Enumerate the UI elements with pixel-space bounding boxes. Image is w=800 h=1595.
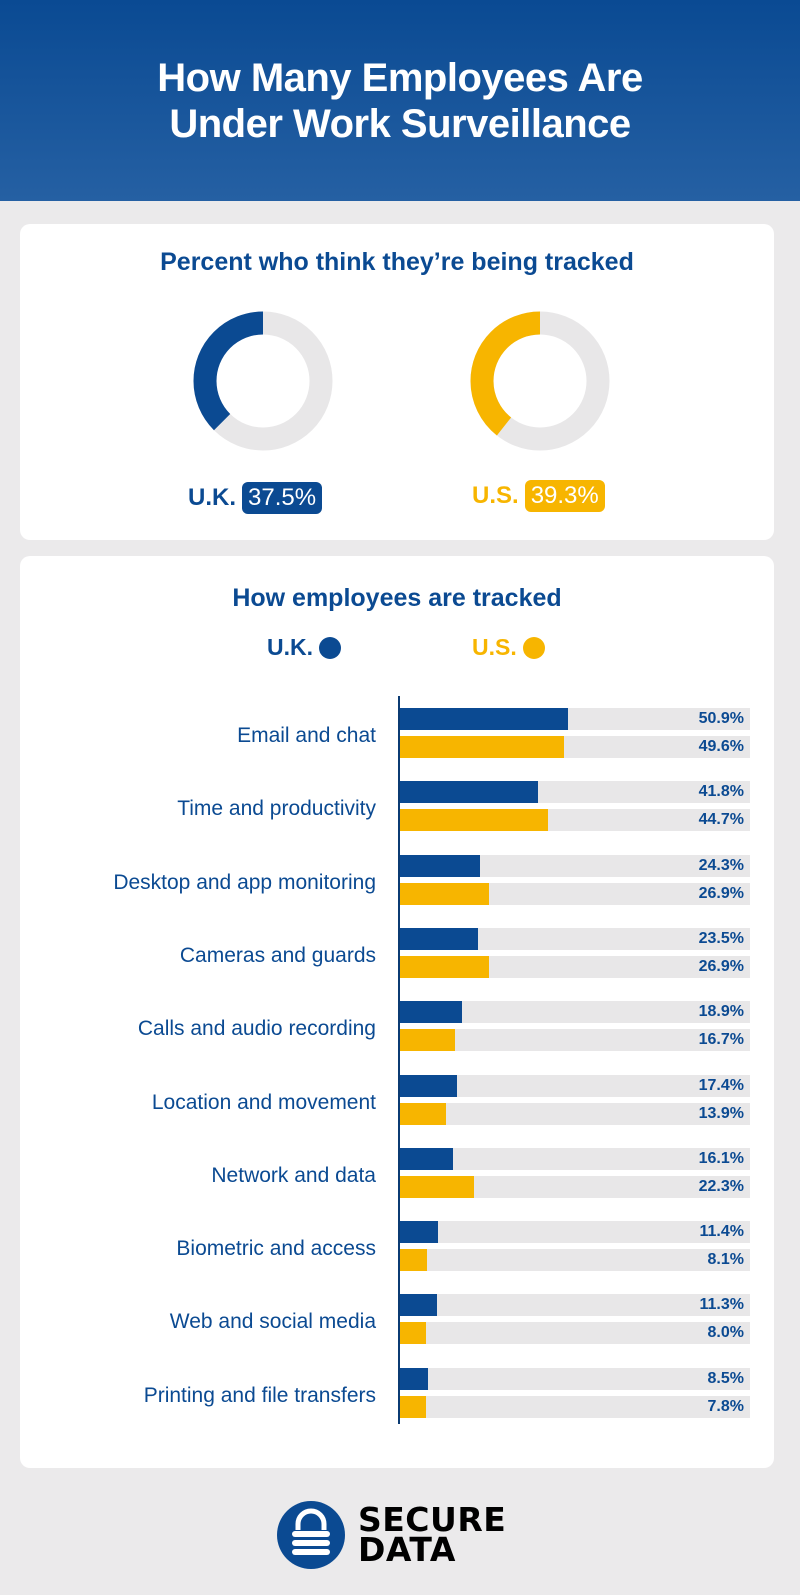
bar-value-label: 11.4% — [699, 1223, 744, 1241]
bar-value-label: 7.8% — [707, 1397, 744, 1415]
bar-value-label: 41.8% — [698, 783, 744, 801]
bar-value-label: 24.3% — [698, 856, 744, 874]
donut-slice — [470, 311, 610, 451]
bar-track: 22.3% — [400, 1175, 750, 1198]
uk-bar — [400, 1001, 463, 1024]
uk-percent-badge: 37.5% — [242, 482, 323, 514]
logo-wordmark: SECURE DATA — [358, 1500, 507, 1569]
uk-country: U.K. — [188, 484, 236, 511]
page-title: How Many Employees Are Under Work Survei… — [157, 55, 643, 146]
bar-track: 8.1% — [400, 1249, 750, 1272]
bar-track: 41.8% — [400, 781, 750, 804]
bar-value-label: 22.3% — [698, 1177, 744, 1195]
category-label: Time and productivity — [177, 797, 376, 821]
bar-track: 13.9% — [400, 1102, 750, 1125]
bar-value-label: 17.4% — [698, 1076, 744, 1094]
uk-bar — [400, 781, 538, 804]
bar-track: 8.5% — [400, 1367, 750, 1390]
uk-bar — [400, 1074, 458, 1097]
bar-value-label: 8.1% — [707, 1251, 744, 1269]
bar-value-label: 44.7% — [698, 811, 744, 829]
bar-value-label: 13.9% — [698, 1104, 744, 1122]
category-label: Cameras and guards — [179, 943, 376, 967]
us-bar — [400, 1249, 427, 1272]
donut-slice — [193, 311, 333, 451]
us-bar — [400, 1029, 456, 1052]
bar-value-label: 50.9% — [698, 710, 744, 727]
us-country: U.S. — [472, 482, 519, 509]
bar-track: 7.8% — [400, 1395, 750, 1418]
bar-value-label: 16.1% — [698, 1149, 744, 1167]
legend-uk-label: U.K. — [267, 634, 313, 660]
donut-section-title: Percent who think they’re being tracked — [160, 248, 634, 276]
logo-line1: SECURE — [358, 1500, 507, 1539]
uk-bar — [400, 1294, 438, 1317]
uk-bar — [400, 708, 568, 730]
bar-track: 8.0% — [400, 1322, 750, 1345]
bar-value-label: 8.0% — [707, 1324, 744, 1342]
legend-uk-dot — [319, 636, 341, 659]
us-donut-label: U.S. 39.3% — [472, 480, 605, 512]
logo-line2: DATA — [358, 1530, 456, 1569]
bar-track: 16.1% — [400, 1147, 750, 1170]
bar-track: 49.6% — [400, 736, 750, 758]
us-bar — [400, 955, 489, 978]
category-label: Web and social media — [169, 1310, 376, 1334]
bar-track: 23.5% — [400, 927, 750, 950]
category-label: Printing and file transfers — [143, 1383, 376, 1407]
us-bar — [400, 1322, 427, 1345]
secure-data-logo: SECURE DATA — [276, 1500, 506, 1570]
category-label: Desktop and app monitoring — [113, 870, 376, 894]
legend-us-dot — [522, 636, 545, 659]
bar-track: 44.7% — [400, 809, 750, 832]
legend-us: U.S. — [472, 634, 545, 661]
uk-bar — [400, 1367, 429, 1390]
uk-bar — [400, 854, 481, 877]
legend-us-label: U.S. — [472, 634, 517, 660]
bar-track: 50.9% — [400, 708, 750, 730]
bar-track: 11.3% — [400, 1294, 750, 1317]
bar-track: 26.9% — [400, 882, 750, 905]
tracked-percent-card: Percent who think they’re being tracked … — [20, 224, 774, 540]
bar-track: 26.9% — [400, 955, 750, 978]
bar-track: 17.4% — [400, 1074, 750, 1097]
bar-value-label: 49.6% — [698, 738, 744, 755]
bar-value-label: 8.5% — [707, 1369, 744, 1387]
us-bar — [400, 882, 489, 905]
us-bar — [400, 1102, 446, 1125]
uk-bar — [400, 1221, 438, 1244]
bar-value-label: 26.9% — [698, 957, 744, 975]
us-bar — [400, 1395, 426, 1418]
bar-track: 18.9% — [400, 1001, 750, 1024]
bar-value-label: 18.9% — [698, 1003, 744, 1021]
us-bar — [400, 1175, 474, 1198]
bar-value-label: 23.5% — [698, 929, 744, 947]
us-bar — [400, 809, 548, 832]
y-axis-line — [398, 696, 400, 1424]
bar-section-title: How employees are tracked — [232, 584, 562, 612]
us-donut — [470, 311, 610, 451]
category-label: Network and data — [211, 1163, 376, 1187]
us-bar — [400, 736, 564, 758]
uk-bar — [400, 1147, 454, 1170]
legend-uk: U.K. — [267, 634, 341, 661]
bar-value-label: 16.7% — [698, 1031, 744, 1049]
padlock-icon — [277, 1501, 345, 1569]
category-label: Location and movement — [151, 1090, 376, 1114]
category-label: Calls and audio recording — [137, 1017, 376, 1041]
bar-value-label: 11.3% — [699, 1296, 744, 1314]
header-banner: How Many Employees Are Under Work Survei… — [0, 0, 800, 201]
category-label: Email and chat — [237, 724, 376, 747]
bar-track: 11.4% — [400, 1221, 750, 1244]
uk-bar — [400, 927, 478, 950]
uk-donut — [193, 311, 333, 451]
tracking-methods-card: How employees are tracked U.K. U.S. Emai… — [20, 556, 774, 1468]
bar-track: 16.7% — [400, 1029, 750, 1052]
bar-value-label: 26.9% — [698, 884, 744, 902]
bar-track: 24.3% — [400, 854, 750, 877]
us-percent-badge: 39.3% — [524, 480, 605, 512]
uk-donut-label: U.K. 37.5% — [188, 482, 323, 514]
category-label: Biometric and access — [176, 1237, 376, 1261]
